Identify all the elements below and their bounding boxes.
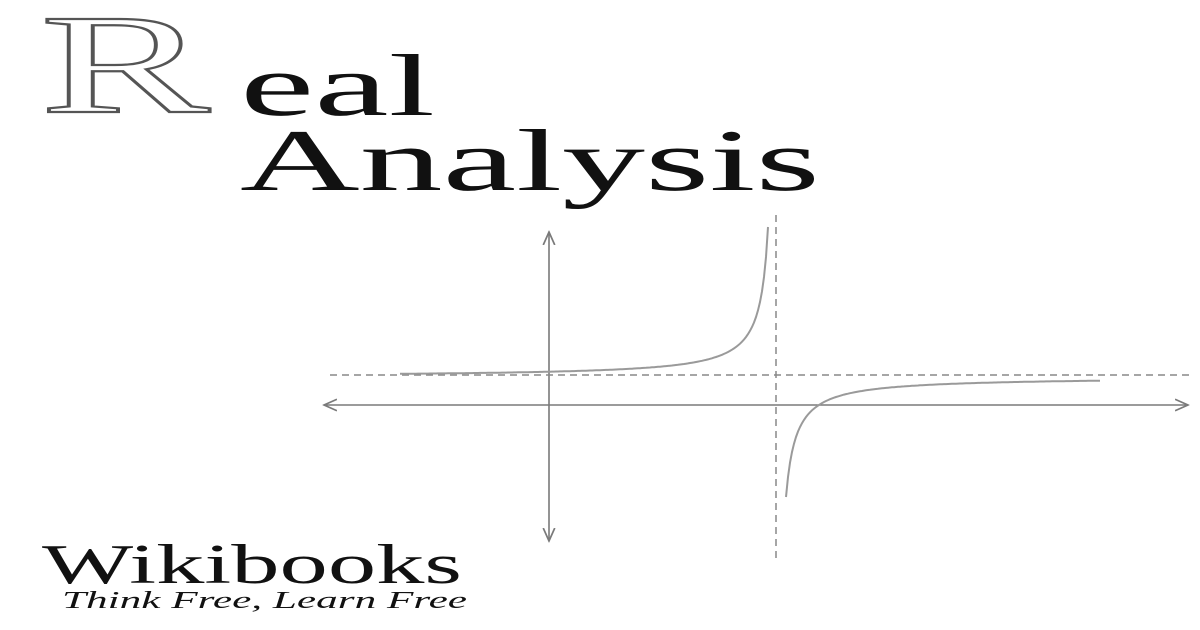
wikibooks-wordmark: Wikibooks [42, 534, 462, 596]
curve-right-branch [785, 379, 1100, 498]
wikibooks-tagline: Think Free, Learn Free [62, 588, 468, 614]
curve-left-branch [400, 226, 769, 375]
title-initial-letter: R [40, 0, 211, 143]
title-word-analysis: Analysis [240, 113, 820, 210]
hyperbola-graph [324, 215, 1190, 560]
title-word-real-suffix: eal [240, 38, 435, 135]
